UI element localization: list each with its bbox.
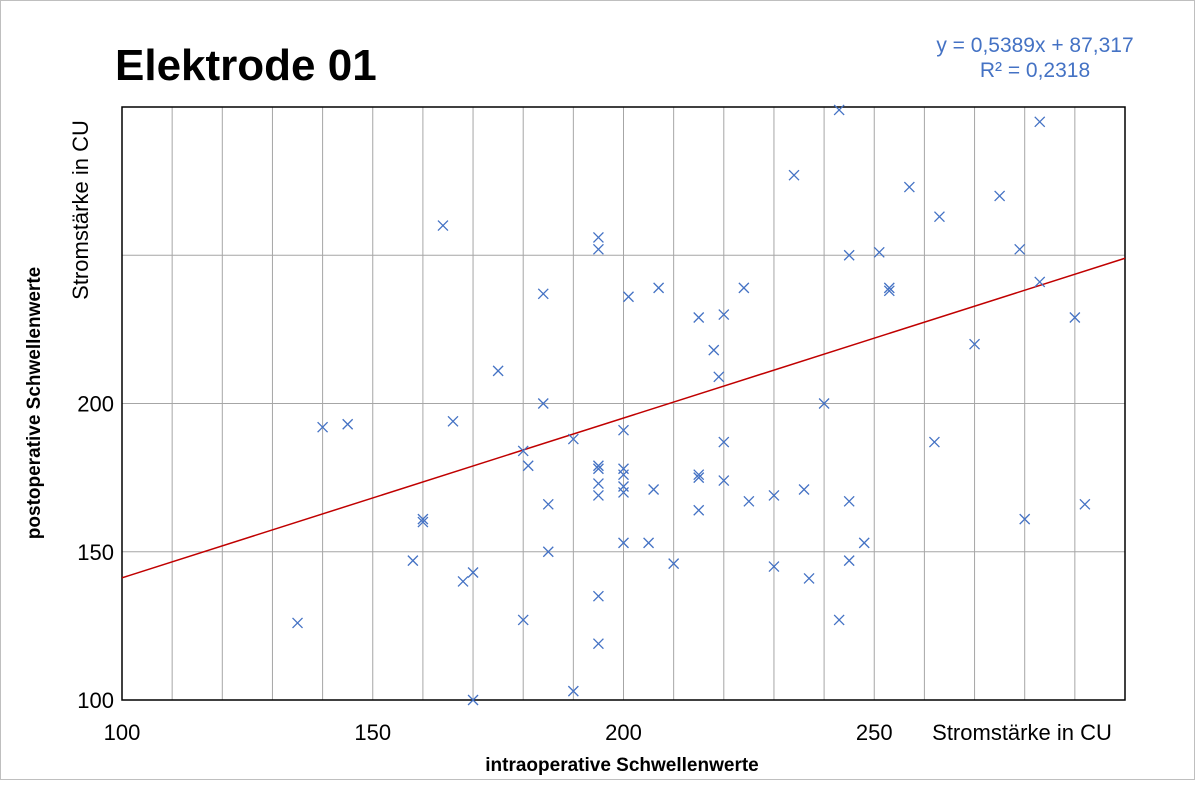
point [668,558,680,570]
point [768,489,780,501]
point [994,190,1006,202]
point [1079,498,1091,510]
point [833,104,845,116]
point [623,291,634,303]
x-tick-label: 100 [104,720,141,745]
point [522,460,534,472]
point [693,504,705,516]
point [492,365,504,377]
point [592,243,604,255]
chart-title: Elektrode 01 [115,41,377,90]
point [833,614,845,626]
point [648,484,660,495]
trendline [121,257,1126,579]
plot-border [121,106,1126,701]
point [537,398,549,409]
point [457,575,469,587]
point [417,516,429,528]
trend-equation: y = 0,5389x + 87,317 [936,34,1133,57]
point [592,590,604,602]
point [618,537,629,549]
point [292,617,303,629]
point [798,484,810,495]
point [592,478,604,490]
point [447,415,459,427]
point [1019,513,1031,525]
point [542,498,554,510]
point [342,418,354,430]
point [542,546,554,558]
trend-r2: R² = 0,2318 [980,59,1090,82]
y-tick-label: 150 [77,540,114,565]
point [517,614,529,626]
point [969,338,981,350]
point [417,513,429,525]
point [1014,243,1026,255]
point [467,567,479,578]
point [738,282,750,294]
point [467,694,479,706]
point [803,572,815,584]
x-tick-label: 150 [354,720,391,745]
point [858,537,870,549]
point [592,460,604,472]
point [768,561,780,573]
point [718,309,730,321]
point [708,344,720,356]
point [592,463,604,475]
point [1034,116,1046,128]
point [883,282,895,294]
point [437,220,449,232]
point [1069,312,1081,323]
point [653,282,665,294]
point [873,246,885,258]
point [317,421,329,433]
point [517,445,529,457]
point [718,475,730,487]
x-axis-title: intraoperative Schwellenwerte [485,755,759,776]
point [618,469,629,481]
x-tick-label: 250 [856,720,893,745]
y-tick-label: 100 [77,688,114,713]
point [592,489,604,501]
point [788,169,800,181]
point [903,181,915,193]
point [843,555,855,567]
point [693,472,705,484]
point [618,424,629,436]
point [718,436,730,448]
point [743,495,755,507]
point [567,685,579,697]
point [933,211,945,223]
point [407,555,419,567]
point [843,249,855,261]
point [618,486,629,498]
y-axis-title: postoperative Schwellenwerte [24,267,45,539]
point [537,288,549,300]
point [1034,276,1046,288]
y-unit-label: Stromstärke in CU [68,120,93,300]
x-unit-label: Stromstärke in CU [932,720,1112,745]
y-tick-label: 200 [77,392,114,417]
point [567,433,579,445]
point [843,495,855,507]
point [928,436,940,448]
x-tick-label: 200 [605,720,642,745]
point [693,469,705,481]
point [883,285,895,297]
point [693,312,705,323]
point [592,638,604,650]
point [643,537,655,549]
point [818,398,830,409]
point [713,371,725,383]
point [592,232,604,243]
